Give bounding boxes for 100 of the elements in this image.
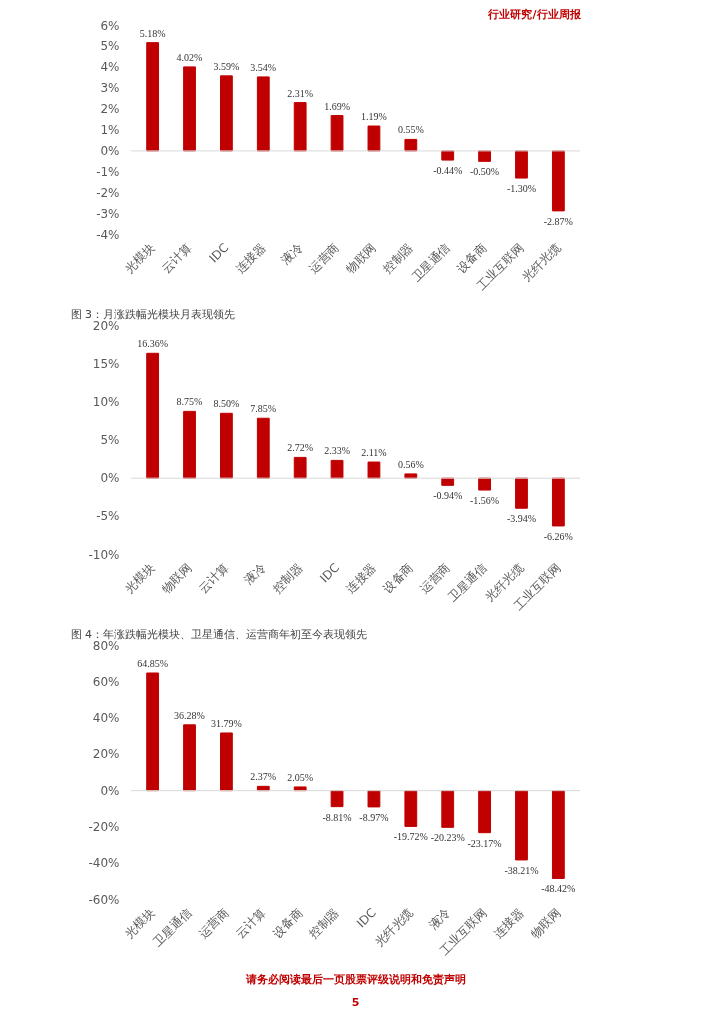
x-tick-label: 控制器 (306, 905, 343, 941)
bar (220, 732, 233, 792)
data-label: -38.21% (504, 864, 539, 876)
bar (293, 456, 307, 479)
bar (367, 790, 381, 808)
x-tick-label: 设备商 (380, 560, 416, 596)
y-tick-label: 5% (100, 39, 120, 54)
bar (256, 76, 270, 152)
bar (146, 352, 160, 479)
y-tick-label: 20% (92, 747, 120, 762)
y-tick-label: 5% (100, 433, 120, 447)
data-label: 16.36% (137, 338, 169, 350)
data-label: -2.87% (543, 215, 573, 227)
bar (441, 790, 455, 828)
data-label: 2.05% (287, 771, 314, 783)
bar (183, 724, 196, 792)
data-label: -8.97% (359, 811, 389, 823)
x-tick-label: 连接器 (343, 560, 379, 596)
data-label: -20.23% (430, 832, 465, 844)
text: 行业研究/行业周报 (487, 7, 582, 21)
y-tick-label: 4% (100, 60, 120, 75)
data-label: -0.44% (433, 165, 463, 177)
data-label: -48.42% (541, 883, 576, 895)
data-label: 8.50% (213, 398, 240, 410)
x-tick-label: 连接器 (491, 905, 527, 941)
y-tick-label: 0% (100, 143, 120, 158)
y-tick-label: -10% (88, 547, 120, 562)
bar (183, 410, 196, 479)
x-tick-label: 光模块 (122, 240, 158, 276)
y-tick-label: 40% (92, 711, 120, 726)
data-label: 1.19% (361, 111, 387, 123)
data-label: -0.50% (470, 166, 500, 178)
bar (515, 477, 528, 509)
text: 5 (351, 995, 360, 1009)
x-tick-label: 液冷 (425, 905, 453, 933)
data-label: -6.26% (543, 530, 573, 542)
chart-title: 图 3：月涨跌幅光模块月表现领先 (70, 307, 235, 321)
bar (220, 412, 233, 479)
x-tick-label: 运营商 (196, 905, 232, 941)
y-tick-label: -2% (96, 185, 120, 200)
y-tick-label: -60% (88, 892, 120, 907)
y-tick-label: -20% (88, 819, 120, 834)
bar (330, 459, 344, 479)
y-tick-label: 0% (100, 471, 120, 486)
x-tick-label: 云计算 (159, 240, 195, 276)
x-tick-label: 运营商 (306, 240, 343, 276)
data-label: -0.94% (433, 490, 463, 502)
bar (404, 790, 418, 827)
bar (220, 75, 233, 152)
x-tick-label: 云计算 (196, 560, 232, 596)
data-label: 64.85% (137, 657, 169, 669)
x-tick-label: IDC (317, 560, 343, 586)
y-tick-label: 0% (100, 783, 120, 798)
data-label: 7.85% (250, 403, 277, 415)
y-tick-label: 10% (92, 394, 120, 409)
x-tick-label: 设备商 (269, 905, 306, 941)
bar (478, 790, 491, 834)
y-tick-label: 2% (100, 102, 120, 117)
y-tick-label: -3% (96, 206, 120, 221)
data-label: 2.31% (287, 87, 314, 99)
data-label: 2.33% (324, 445, 350, 457)
data-label: 31.79% (210, 717, 242, 729)
x-tick-label: 云计算 (232, 905, 269, 941)
data-label: 4.02% (176, 51, 203, 63)
x-tick-label: 液冷 (241, 560, 269, 588)
data-label: 0.56% (397, 458, 424, 470)
bar (551, 790, 565, 879)
y-tick-label: 15% (92, 356, 120, 371)
bar (293, 102, 307, 152)
bar (183, 66, 196, 152)
bar (478, 477, 491, 491)
bar (256, 417, 270, 479)
bar (330, 790, 344, 808)
data-label: 2.72% (287, 442, 314, 454)
chart-title: 图 4：年涨跌幅光模块、卫星通信、运营商年初至今表现领先 (70, 627, 367, 641)
data-label: -19.72% (393, 831, 428, 843)
data-label: 5.18% (139, 27, 166, 39)
data-label: 2.11% (361, 447, 387, 459)
bar (515, 150, 528, 179)
data-label: -8.81% (322, 811, 352, 823)
y-tick-label: -1% (96, 164, 120, 179)
data-label: -3.94% (506, 513, 537, 525)
bar (515, 790, 528, 861)
bar (330, 115, 344, 152)
bar (551, 477, 565, 527)
y-tick-label: -5% (96, 509, 120, 524)
x-tick-label: IDC (354, 905, 379, 931)
data-label: 0.55% (397, 124, 424, 136)
y-tick-label: -4% (96, 227, 120, 242)
data-label: -1.56% (470, 495, 500, 507)
bar (367, 461, 381, 479)
bar (146, 42, 160, 152)
bar (404, 473, 418, 479)
x-tick-label: 控制器 (269, 560, 306, 596)
y-tick-label: 80% (92, 638, 120, 653)
bar (551, 150, 565, 212)
x-tick-label: 液冷 (278, 240, 306, 268)
x-tick-label: 连接器 (232, 240, 269, 276)
data-label: -23.17% (467, 837, 502, 849)
data-label: 8.75% (176, 396, 203, 408)
